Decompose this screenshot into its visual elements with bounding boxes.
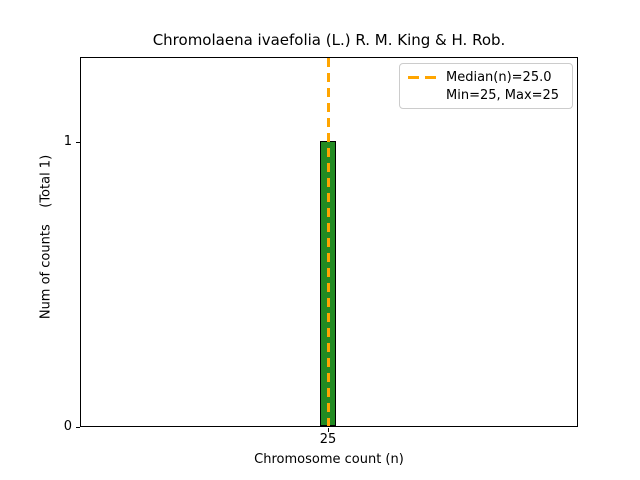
y-tick-label-1: 1 [63,134,72,149]
y-tick-label-0: 0 [63,419,72,434]
x-tick-mark-25 [328,428,329,432]
legend-label-median: Median(n)=25.0 [446,69,552,85]
y-axis-label: Num of counts (Total 1) [38,154,54,320]
x-tick-label-25: 25 [319,432,337,447]
median-dashed-line [327,58,330,426]
dashed-line-icon [408,75,436,79]
legend-label-minmax: Min=25, Max=25 [446,87,560,103]
empty-marker-icon [408,94,436,97]
plot-area: Median(n)=25.0 Min=25, Max=25 [80,57,578,427]
chart-title: Chromolaena ivaefolia (L.) R. M. King & … [152,31,506,49]
legend-entry-minmax: Min=25, Max=25 [408,86,564,104]
y-tick-mark-1 [76,142,80,143]
y-tick-mark-0 [76,427,80,428]
x-axis-label: Chromosome count (n) [254,452,404,467]
legend-entry-median: Median(n)=25.0 [408,68,564,86]
legend: Median(n)=25.0 Min=25, Max=25 [399,63,573,109]
